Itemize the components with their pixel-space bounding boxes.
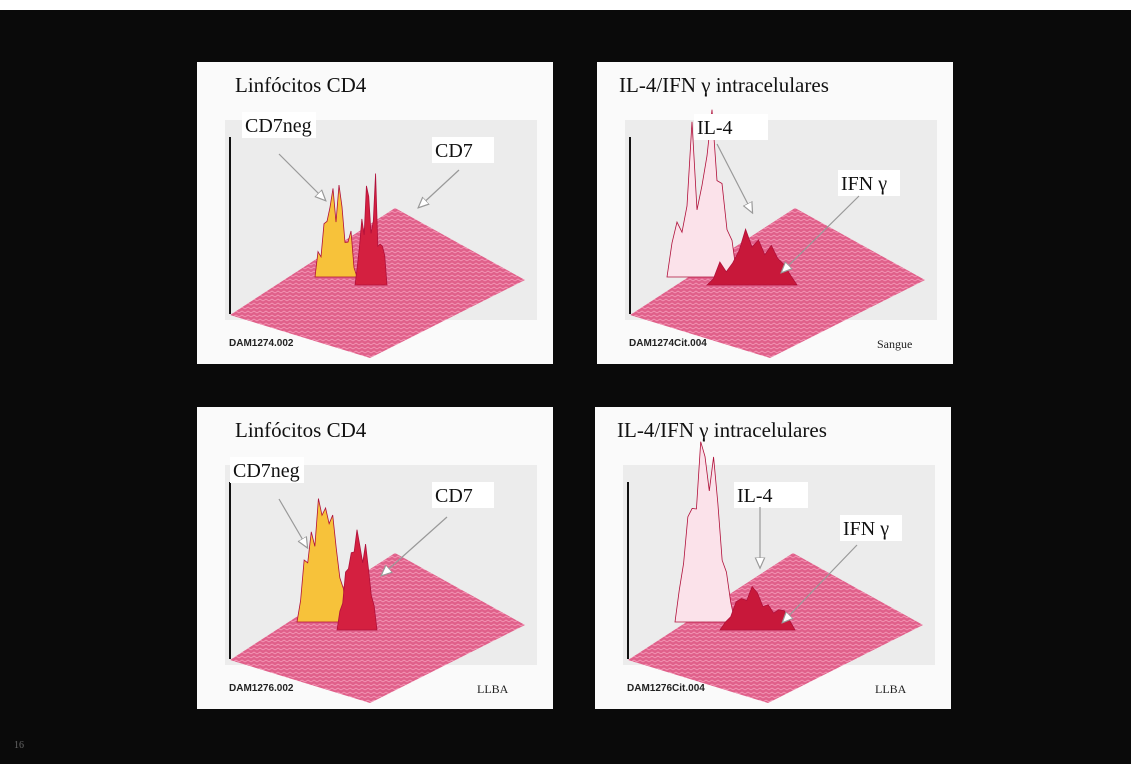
peak bbox=[314, 184, 358, 278]
arrow bbox=[419, 169, 460, 207]
arrow bbox=[716, 143, 752, 212]
peak-label: IL-4 bbox=[737, 485, 773, 507]
arrow bbox=[278, 498, 307, 547]
arrow bbox=[782, 195, 860, 272]
panel-title: Linfócitos CD4 bbox=[235, 418, 367, 442]
label-box bbox=[694, 114, 768, 140]
site-label: Sangue bbox=[877, 337, 912, 351]
label-box bbox=[432, 137, 494, 163]
file-name: DAM1276Cit.004 bbox=[627, 683, 705, 694]
peak-label: IFN γ bbox=[843, 518, 889, 540]
peak-label: CD7 bbox=[435, 140, 473, 162]
arrow bbox=[278, 153, 325, 200]
peak-label: CD7neg bbox=[245, 115, 312, 137]
page-number: 16 bbox=[14, 740, 24, 751]
label-box bbox=[230, 457, 304, 483]
panel: Linfócitos CD4 CD7neg CD7 DAM1274.002 bbox=[197, 62, 553, 364]
arrow bbox=[382, 516, 448, 575]
file-name: DAM1274.002 bbox=[229, 338, 294, 349]
label-box bbox=[840, 515, 902, 541]
background bbox=[0, 10, 1131, 764]
panel-title: IL-4/IFN γ intracelulares bbox=[617, 418, 827, 442]
peak-label: IL-4 bbox=[697, 117, 733, 139]
label-box bbox=[432, 482, 494, 508]
site-label: LLBA bbox=[875, 682, 907, 696]
file-name: DAM1274Cit.004 bbox=[629, 338, 707, 349]
peak bbox=[354, 173, 388, 286]
arrow bbox=[783, 544, 858, 622]
peak-label: CD7neg bbox=[233, 460, 300, 482]
panel-title: Linfócitos CD4 bbox=[235, 73, 367, 97]
panel: Linfócitos CD4 CD7neg CD7 DAM1276.002 LLBA bbox=[197, 407, 553, 709]
panel: IL-4/IFN γ intracelulares IL-4 IFN γ DAM127… bbox=[597, 62, 953, 364]
file-name: DAM1276.002 bbox=[229, 683, 294, 694]
peak-label: CD7 bbox=[435, 485, 473, 507]
site-label: LLBA bbox=[477, 682, 509, 696]
plane bbox=[230, 553, 525, 703]
panel: IL-4/IFN γ intracelulares IL-4 IFN γ DAM127… bbox=[595, 407, 951, 709]
label-box bbox=[734, 482, 808, 508]
peak bbox=[336, 529, 378, 631]
peak bbox=[674, 441, 736, 623]
peak bbox=[666, 109, 738, 278]
peak-label: IFN γ bbox=[841, 173, 887, 195]
label-box bbox=[242, 112, 316, 138]
peak bbox=[296, 498, 348, 623]
label-box bbox=[838, 170, 900, 196]
panel-title: IL-4/IFN γ intracelulares bbox=[619, 73, 829, 97]
